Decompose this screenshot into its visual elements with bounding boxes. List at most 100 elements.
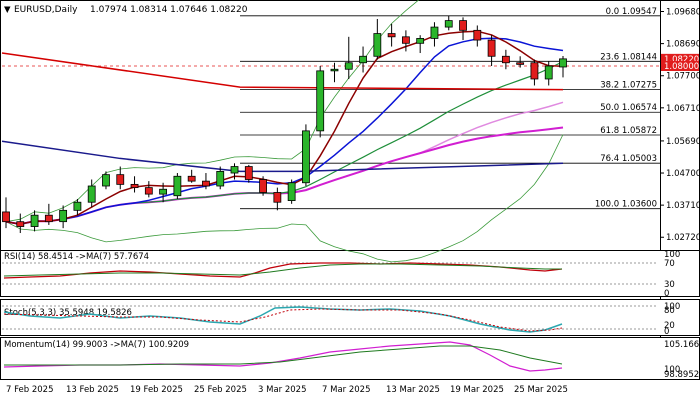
header-ohlc: 1.07974 1.08314 1.07646 1.08220 [90, 5, 248, 15]
momentum-ma-line [4, 345, 563, 366]
stoch-axis-100: 100 [664, 302, 680, 312]
candle-bear [202, 180, 210, 187]
price-axis-label: 1.05690 [666, 137, 700, 147]
ma-dark-red-line [5, 30, 564, 225]
date-label: 25 Feb 2025 [194, 385, 247, 395]
current-price-tag: 1.08220 [664, 55, 699, 65]
header-symbol-icon: ▼ [4, 5, 11, 15]
candle-bull [430, 26, 439, 39]
price-axis: 1.09680 1.08690 1.07700 1.06710 1.05690 1.047… [660, 8, 700, 243]
candle-bull [330, 68, 339, 72]
candle-bull [359, 55, 367, 64]
date-axis: 7 Feb 2025 13 Feb 2025 19 Feb 2025 25 Fe… [6, 385, 568, 395]
bollinger-lower-line [5, 134, 564, 263]
candle-bull [173, 175, 182, 197]
stoch-k-line [3, 306, 563, 333]
candle-bull [230, 166, 239, 174]
price-axis-label: 1.04700 [666, 169, 700, 179]
main-panel-frame [0, 0, 700, 251]
fib-level-label: 76.4 1.05003 [600, 154, 657, 164]
price-axis-label: 1.06710 [666, 104, 700, 114]
candle-bear [44, 214, 53, 223]
rsi-ma-line [3, 263, 562, 277]
candle-bull [559, 58, 567, 68]
candle-bear [187, 175, 196, 182]
price-axis-label: 1.02720 [666, 233, 700, 243]
candle-bull [159, 188, 168, 195]
header-symbol: EURUSD,Daily [14, 5, 78, 15]
candle-bull [87, 185, 96, 203]
momentum-panel-frame [0, 337, 700, 380]
fibonacci-levels: 0.0 1.09547 23.6 1.08144 38.2 1.07275 50.0 … [240, 7, 660, 210]
rsi-panel: RSI(14) 58.4514 ->MA(7) 57.7674 100 70 3… [2, 250, 680, 299]
candles [2, 15, 567, 234]
candle-bull [102, 174, 110, 187]
momentum-axis-mid: 100 [664, 365, 680, 375]
fib-level-label: 38.2 1.07275 [600, 81, 657, 91]
candle-bull [216, 171, 225, 187]
date-label: 13 Mar 2025 [386, 385, 440, 395]
stoch-axis-20: 20 [664, 321, 675, 331]
candle-bull [544, 65, 553, 80]
momentum-axis-top: 105.1664 [664, 340, 700, 350]
fib-level-label: 100.0 1.03600 [595, 200, 657, 210]
candle-bear [273, 192, 282, 203]
candle-bear [501, 55, 510, 64]
candle-bull [344, 62, 353, 70]
rsi-title: RSI(14) 58.4514 ->MA(7) 57.7674 [4, 252, 149, 262]
stoch-axis-0: 0 [664, 327, 669, 337]
candle-bear [16, 221, 25, 227]
ma-navy-line [1, 140, 564, 173]
date-label: 3 Mar 2025 [258, 385, 306, 395]
candle-bull [373, 33, 382, 57]
stoch-d-line [3, 308, 563, 332]
candle-bear [244, 166, 253, 180]
candle-bull [30, 214, 39, 227]
candle-bull [73, 201, 82, 211]
price-axis-label: 1.03710 [666, 201, 700, 211]
fib-level-label: 50.0 1.06574 [600, 103, 657, 113]
price-axis-label: 1.08690 [666, 40, 700, 50]
bollinger-upper-line [5, 0, 420, 223]
date-label: 25 Mar 2025 [514, 385, 568, 395]
candle-bull [444, 20, 453, 28]
date-label: 13 Feb 2025 [66, 385, 119, 395]
candle-bear [516, 62, 525, 65]
candle-bear [401, 36, 410, 44]
date-label: 7 Feb 2025 [6, 385, 54, 395]
dash-price-tag-bg [661, 61, 699, 71]
candle-bear [259, 179, 267, 193]
candle-bear [116, 174, 125, 185]
fib-level-label: 23.6 1.08144 [600, 52, 657, 62]
candle-bull [416, 38, 425, 44]
fib-level-label: 0.0 1.09547 [606, 7, 657, 17]
candle-bear [387, 33, 396, 38]
ma-red-line [1, 52, 564, 91]
candle-bear [144, 187, 153, 195]
momentum-title: Momentum(14) 99.9003 ->MA(7) 100.9209 [4, 340, 189, 350]
dash-price-tag: 1.08000 [664, 62, 699, 72]
momentum-panel: Momentum(14) 99.9003 ->MA(7) 100.9209 10… [3, 340, 700, 380]
date-label: 19 Feb 2025 [130, 385, 183, 395]
candle-bull [287, 182, 296, 201]
stoch-axis-80: 80 [664, 306, 675, 316]
candle-bear [530, 62, 539, 80]
candle-bear [130, 183, 139, 189]
rsi-axis-100: 100 [664, 250, 680, 260]
current-price-tag-bg [661, 53, 699, 64]
rsi-axis-0: 0 [664, 289, 669, 299]
date-label: 7 Mar 2025 [322, 385, 370, 395]
candle-bear [473, 29, 482, 41]
price-axis-label: 1.09680 [666, 8, 700, 18]
stoch-panel: Stoch(5,3,3) 35.5948 19.5826 100 80 20 0 [2, 302, 680, 337]
candle-bull [302, 130, 310, 184]
fib-level-label: 61.8 1.05872 [600, 126, 657, 136]
candle-bull [316, 70, 325, 132]
momentum-axis-low: 98.8952 [664, 370, 699, 380]
rsi-axis-30: 30 [664, 280, 675, 290]
candle-bear [459, 20, 467, 31]
candle-bull [59, 209, 68, 223]
candle-bear [487, 39, 496, 57]
price-axis-label: 1.07700 [666, 72, 700, 82]
